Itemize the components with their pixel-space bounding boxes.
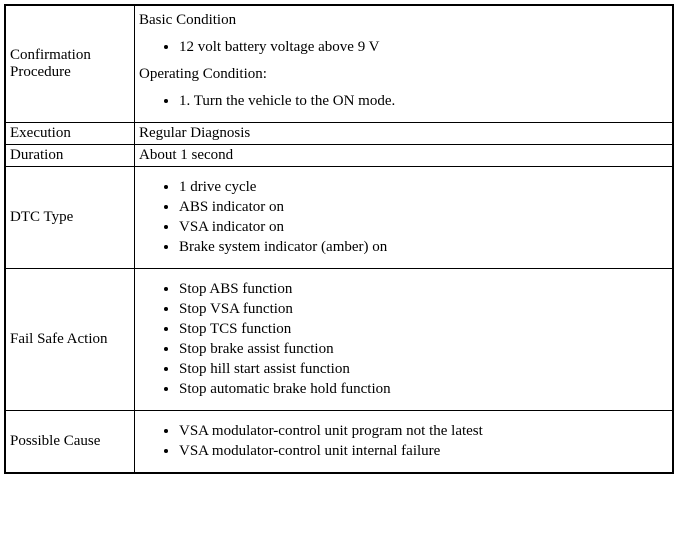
value-execution: Regular Diagnosis <box>135 123 674 145</box>
operating-condition-heading: Operating Condition: <box>139 66 668 83</box>
diagnostic-table: Confirmation Procedure Basic Condition 1… <box>4 4 674 474</box>
list-item: Stop automatic brake hold function <box>179 381 668 398</box>
label-fail-safe: Fail Safe Action <box>5 269 135 411</box>
list-item: VSA modulator-control unit program not t… <box>179 423 668 440</box>
value-confirmation: Basic Condition 12 volt battery voltage … <box>135 5 674 123</box>
value-possible-cause: VSA modulator-control unit program not t… <box>135 411 674 474</box>
label-confirmation: Confirmation Procedure <box>5 5 135 123</box>
operating-condition-list: 1. Turn the vehicle to the ON mode. <box>139 93 668 110</box>
list-item: Stop hill start assist function <box>179 361 668 378</box>
list-item: 1 drive cycle <box>179 179 668 196</box>
list-item: 12 volt battery voltage above 9 V <box>179 39 668 56</box>
dtc-type-list: 1 drive cycle ABS indicator on VSA indic… <box>139 179 668 256</box>
basic-condition-heading: Basic Condition <box>139 12 668 29</box>
list-item: Brake system indicator (amber) on <box>179 239 668 256</box>
list-item: 1. Turn the vehicle to the ON mode. <box>179 93 668 110</box>
list-item: Stop ABS function <box>179 281 668 298</box>
label-possible-cause: Possible Cause <box>5 411 135 474</box>
row-confirmation: Confirmation Procedure Basic Condition 1… <box>5 5 673 123</box>
fail-safe-list: Stop ABS function Stop VSA function Stop… <box>139 281 668 398</box>
label-duration: Duration <box>5 145 135 167</box>
basic-condition-list: 12 volt battery voltage above 9 V <box>139 39 668 56</box>
list-item: ABS indicator on <box>179 199 668 216</box>
row-dtc-type: DTC Type 1 drive cycle ABS indicator on … <box>5 167 673 269</box>
list-item: Stop VSA function <box>179 301 668 318</box>
value-duration: About 1 second <box>135 145 674 167</box>
row-duration: Duration About 1 second <box>5 145 673 167</box>
row-fail-safe: Fail Safe Action Stop ABS function Stop … <box>5 269 673 411</box>
label-execution: Execution <box>5 123 135 145</box>
list-item: VSA indicator on <box>179 219 668 236</box>
value-dtc-type: 1 drive cycle ABS indicator on VSA indic… <box>135 167 674 269</box>
list-item: Stop TCS function <box>179 321 668 338</box>
row-execution: Execution Regular Diagnosis <box>5 123 673 145</box>
list-item: VSA modulator-control unit internal fail… <box>179 443 668 460</box>
row-possible-cause: Possible Cause VSA modulator-control uni… <box>5 411 673 474</box>
list-item: Stop brake assist function <box>179 341 668 358</box>
value-fail-safe: Stop ABS function Stop VSA function Stop… <box>135 269 674 411</box>
possible-cause-list: VSA modulator-control unit program not t… <box>139 423 668 460</box>
label-dtc-type: DTC Type <box>5 167 135 269</box>
